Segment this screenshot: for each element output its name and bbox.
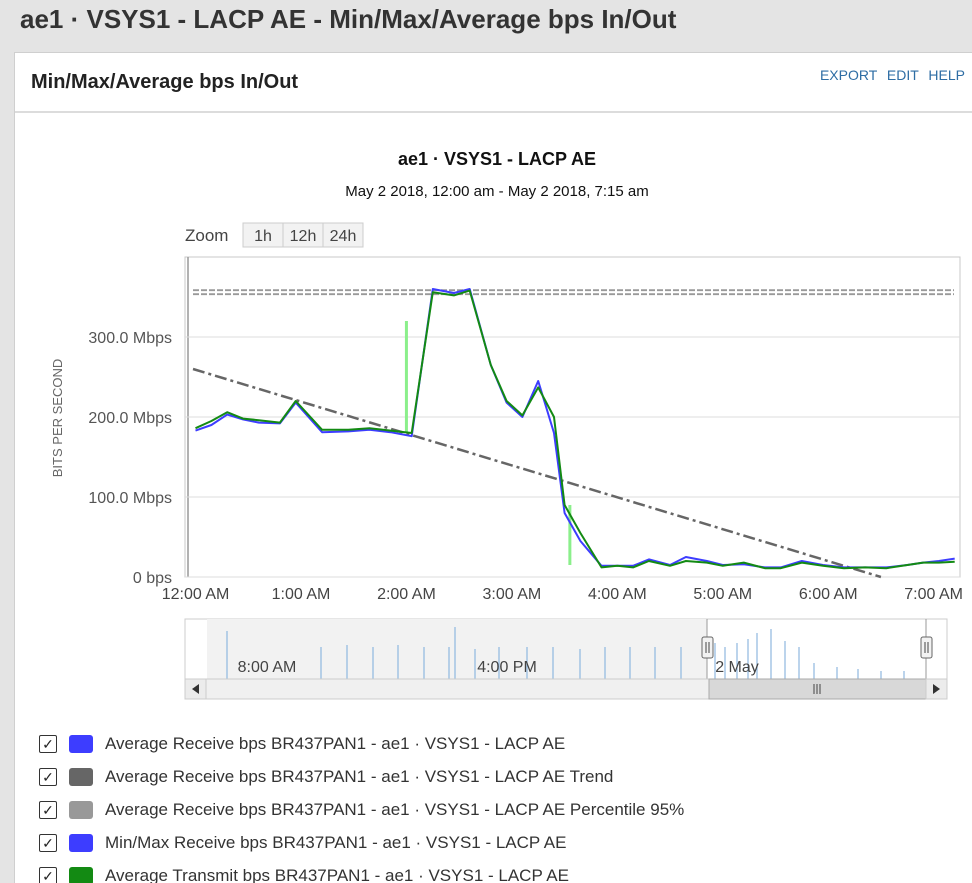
legend-label: Average Receive bps BR437PAN1 - ae1 · VS… [105, 734, 565, 754]
checkmark-icon: ✓ [42, 869, 54, 883]
zoom-24h-label: 24h [330, 228, 357, 245]
legend-item[interactable]: ✓ Min/Max Receive bps BR437PAN1 - ae1 · … [39, 826, 939, 859]
page-title: ae1 · VSYS1 - LACP AE - Min/Max/Average … [20, 4, 676, 35]
x-tick-label: 5:00 AM [693, 586, 752, 603]
y-tick-label: 300.0 Mbps [88, 330, 172, 347]
y-axis-label: BITS PER SECOND [50, 359, 65, 477]
legend-swatch [69, 867, 93, 883]
zoom-12h-button[interactable]: 12h [283, 223, 323, 247]
scroll-right-button[interactable] [926, 679, 947, 699]
chart-panel: Min/Max/Average bps In/Out EXPORT EDIT H… [14, 52, 972, 883]
legend: ✓ Average Receive bps BR437PAN1 - ae1 · … [39, 727, 939, 883]
checkmark-icon: ✓ [42, 770, 54, 784]
legend-swatch [69, 735, 93, 753]
navigator-left-handle[interactable] [702, 637, 713, 658]
navigator-scrollbar[interactable] [185, 679, 947, 699]
x-tick-label: 3:00 AM [483, 586, 542, 603]
legend-label: Average Transmit bps BR437PAN1 - ae1 · V… [105, 866, 569, 883]
zoom-1h-label: 1h [254, 228, 272, 245]
x-tick-label: 7:00 AM [904, 586, 963, 603]
checkmark-icon: ✓ [42, 803, 54, 817]
legend-swatch [69, 834, 93, 852]
checkmark-icon: ✓ [42, 836, 54, 850]
y-tick-label: 200.0 Mbps [88, 410, 172, 427]
navigator-right-handle[interactable] [921, 637, 932, 658]
legend-checkbox[interactable]: ✓ [39, 867, 57, 883]
zoom-12h-label: 12h [290, 228, 317, 245]
navigator-label-2may: 2 May [715, 659, 759, 676]
navigator-label-8am: 8:00 AM [238, 659, 297, 676]
navigator[interactable]: 8:00 AM 4:00 PM 2 May [185, 619, 947, 681]
x-tick-label: 2:00 AM [377, 586, 436, 603]
legend-swatch [69, 801, 93, 819]
chart-subtitle: May 2 2018, 12:00 am - May 2 2018, 7:15 … [345, 183, 649, 200]
zoom-24h-button[interactable]: 24h [323, 223, 363, 247]
legend-label: Average Receive bps BR437PAN1 - ae1 · VS… [105, 800, 684, 820]
navigator-label-4pm: 4:00 PM [477, 659, 537, 676]
scroll-left-button[interactable] [185, 679, 206, 699]
y-axis-ticks: 0 bps 100.0 Mbps 200.0 Mbps 300.0 Mbps [88, 330, 172, 587]
legend-swatch [69, 768, 93, 786]
x-tick-label: 6:00 AM [799, 586, 858, 603]
legend-checkbox[interactable]: ✓ [39, 834, 57, 852]
y-tick-label: 100.0 Mbps [88, 490, 172, 507]
checkmark-icon: ✓ [42, 737, 54, 751]
x-tick-label: 12:00 AM [162, 586, 230, 603]
x-tick-label: 4:00 AM [588, 586, 647, 603]
y-tick-label: 0 bps [133, 570, 172, 587]
legend-label: Average Receive bps BR437PAN1 - ae1 · VS… [105, 767, 613, 787]
legend-item[interactable]: ✓ Average Receive bps BR437PAN1 - ae1 · … [39, 793, 939, 826]
scrollbar-thumb[interactable] [709, 679, 927, 699]
legend-checkbox[interactable]: ✓ [39, 735, 57, 753]
x-tick-label: 1:00 AM [272, 586, 331, 603]
x-axis-ticks: 12:00 AM 1:00 AM 2:00 AM 3:00 AM 4:00 AM 5:00… [162, 586, 963, 603]
legend-label: Min/Max Receive bps BR437PAN1 - ae1 · VS… [105, 833, 566, 853]
zoom-label: Zoom [185, 226, 228, 245]
chart-title: ae1 · VSYS1 - LACP AE [398, 149, 596, 169]
legend-item[interactable]: ✓ Average Receive bps BR437PAN1 - ae1 · … [39, 760, 939, 793]
legend-checkbox[interactable]: ✓ [39, 801, 57, 819]
legend-item[interactable]: ✓ Average Transmit bps BR437PAN1 - ae1 ·… [39, 859, 939, 883]
legend-item[interactable]: ✓ Average Receive bps BR437PAN1 - ae1 · … [39, 727, 939, 760]
zoom-1h-button[interactable]: 1h [243, 223, 283, 247]
legend-checkbox[interactable]: ✓ [39, 768, 57, 786]
